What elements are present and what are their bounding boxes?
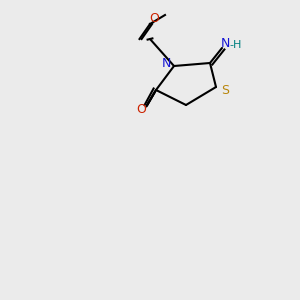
Text: N: N — [162, 56, 171, 70]
Text: N: N — [220, 37, 230, 50]
Text: O: O — [150, 11, 159, 25]
Text: S: S — [221, 83, 229, 97]
Text: O: O — [136, 103, 146, 116]
Text: -H: -H — [229, 40, 242, 50]
